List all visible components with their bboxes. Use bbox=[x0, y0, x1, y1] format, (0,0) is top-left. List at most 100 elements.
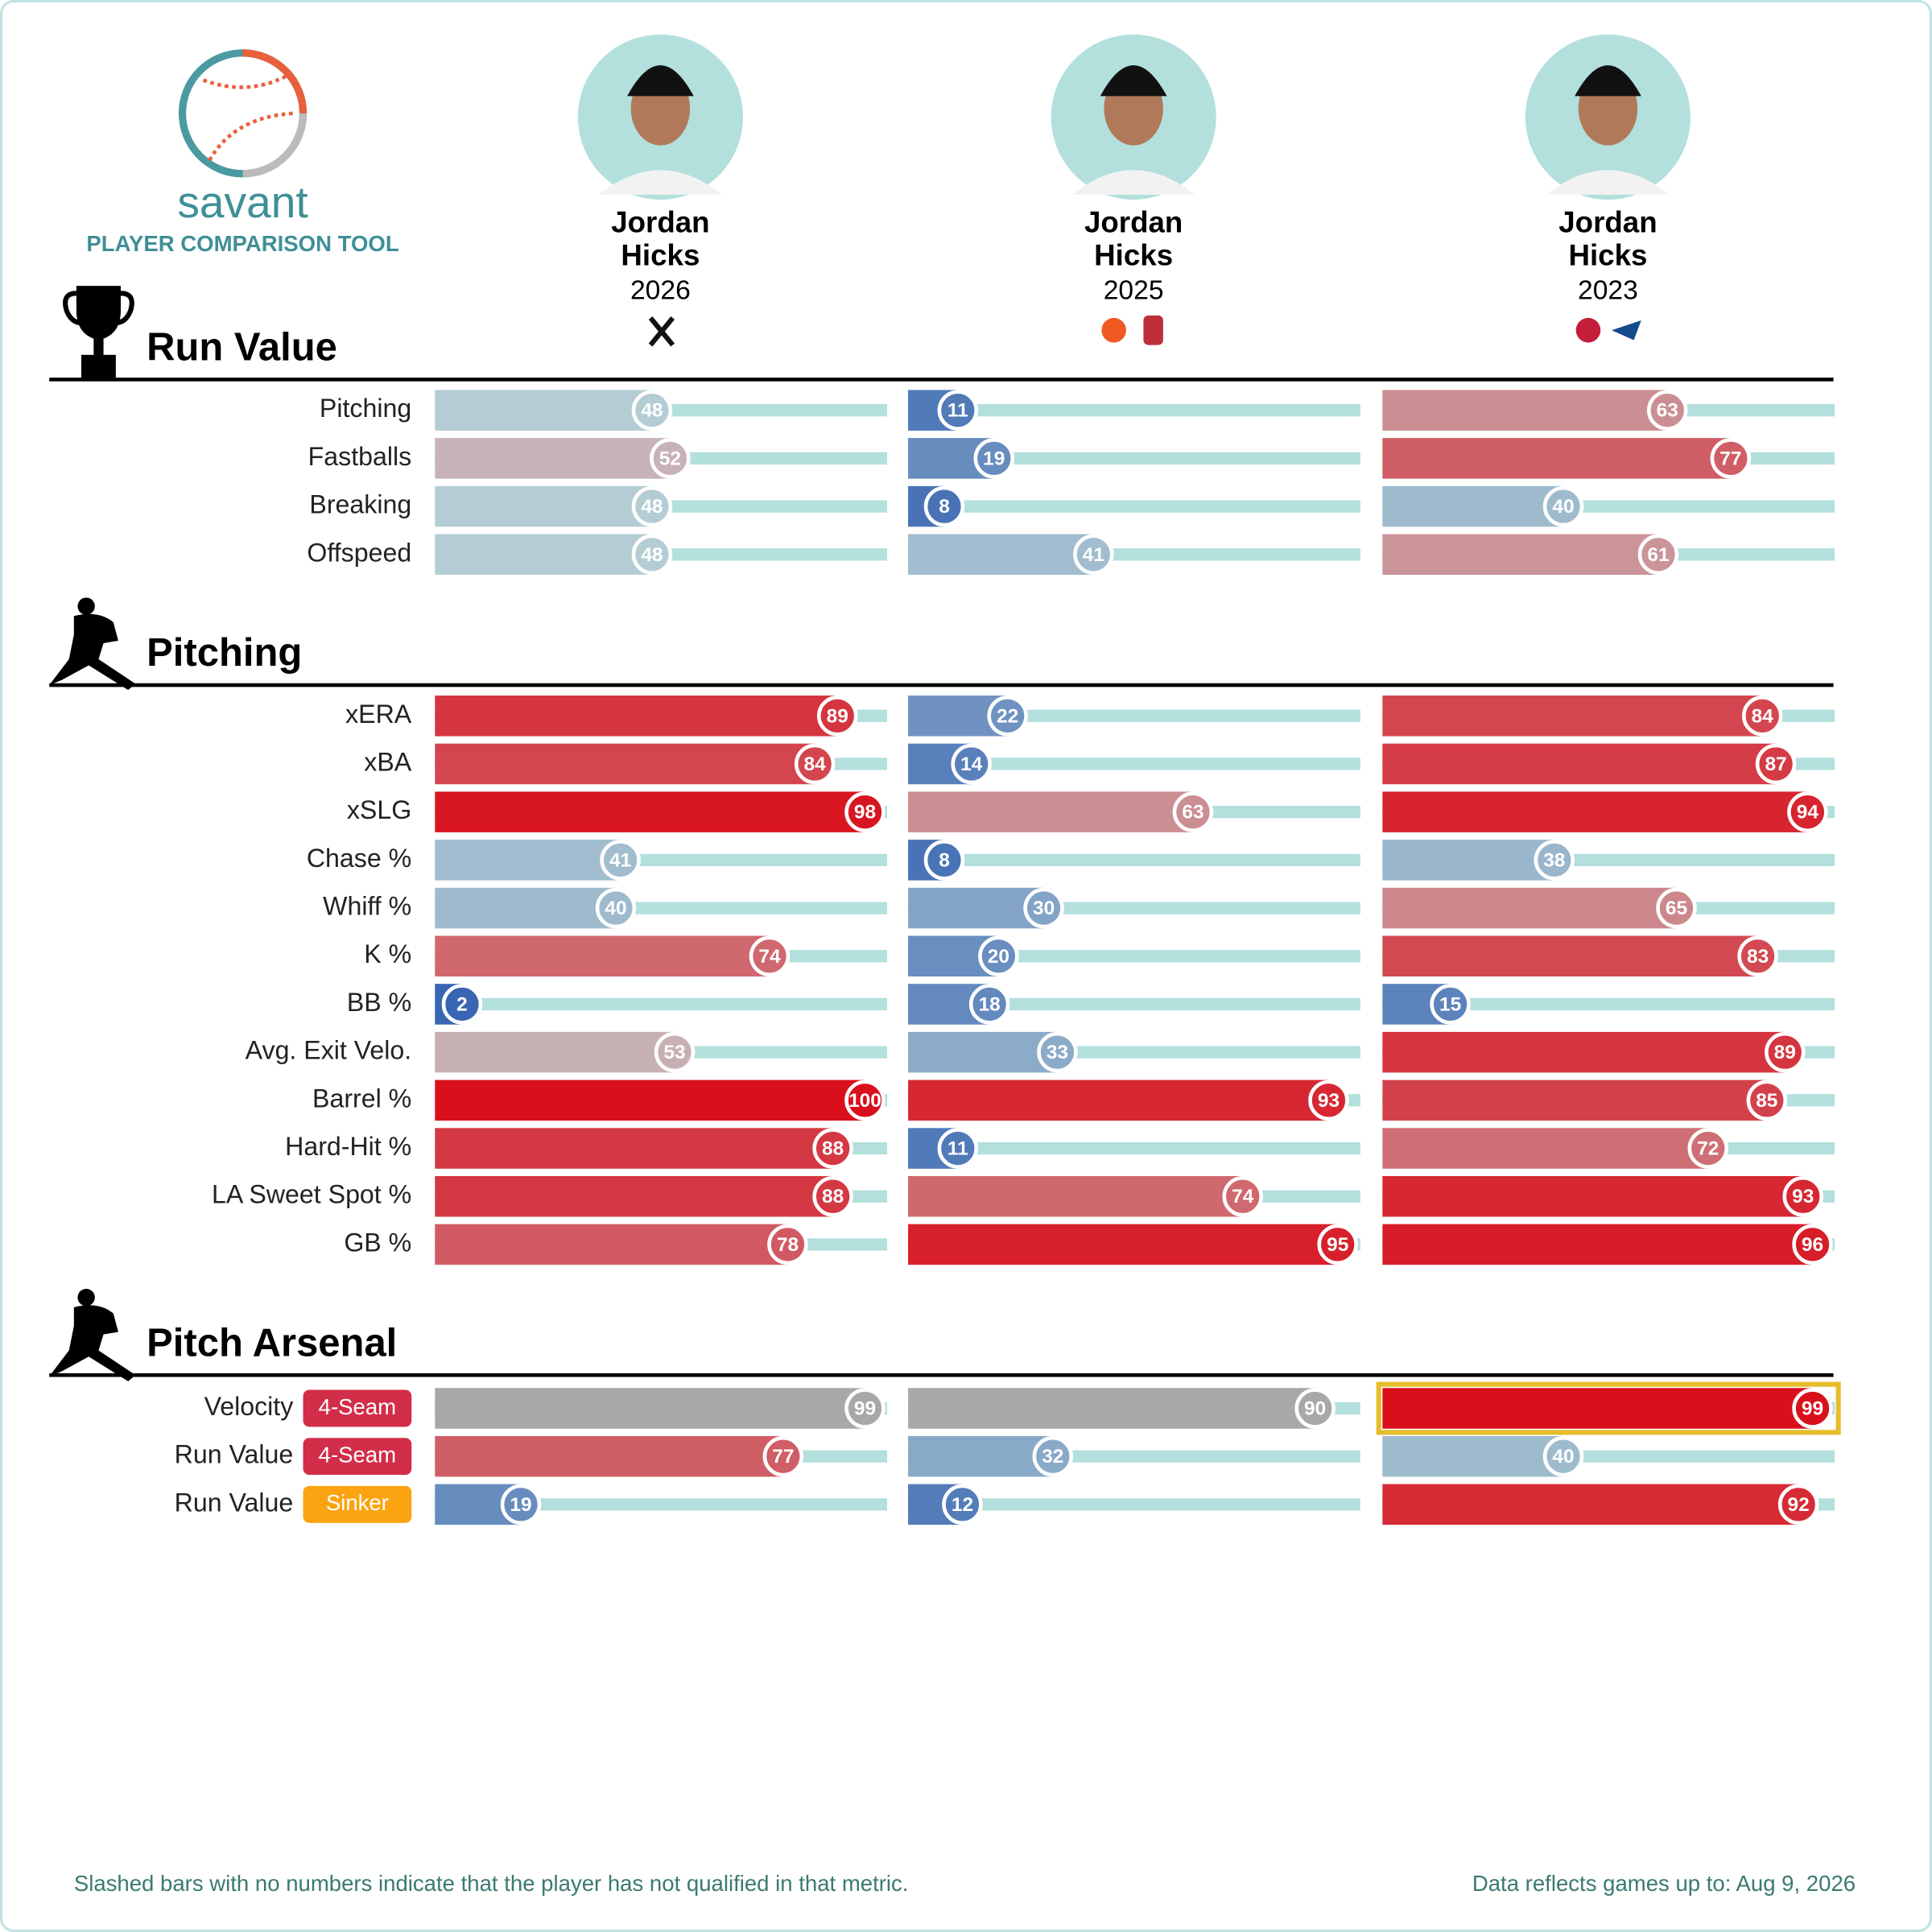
percentile-label: 65 bbox=[1666, 898, 1687, 919]
percentile-label: 52 bbox=[659, 448, 681, 469]
row-label: Run Value bbox=[175, 1440, 294, 1469]
percentile-dot bbox=[812, 1175, 853, 1217]
percentile-dot bbox=[1073, 534, 1114, 576]
percentile-label: 33 bbox=[1046, 1042, 1068, 1063]
percentile-label: 11 bbox=[947, 1138, 968, 1160]
percentile-label: 11 bbox=[947, 400, 968, 422]
bar-track bbox=[908, 1498, 1360, 1511]
percentile-bar bbox=[1382, 438, 1731, 479]
percentile-label: 63 bbox=[1657, 400, 1678, 422]
percentile-bar bbox=[1382, 1388, 1813, 1429]
percentile-dot bbox=[595, 887, 637, 929]
percentile-bar bbox=[435, 485, 652, 527]
percentile-label: 53 bbox=[663, 1042, 685, 1063]
percentile-label: 85 bbox=[1756, 1090, 1777, 1112]
section-title: Pitching bbox=[147, 631, 302, 675]
row-label: Run Value bbox=[175, 1488, 294, 1517]
percentile-dot bbox=[1308, 1080, 1349, 1121]
percentile-dot bbox=[937, 1128, 979, 1169]
brand: savant bbox=[177, 177, 308, 227]
percentile-label: 94 bbox=[1797, 802, 1819, 824]
section-title: Pitch Arsenal bbox=[147, 1321, 397, 1364]
percentile-dot bbox=[1656, 887, 1697, 929]
row-label: Whiff % bbox=[323, 892, 411, 921]
player-year: 2026 bbox=[630, 276, 691, 306]
team-logo bbox=[648, 316, 675, 347]
bar-track bbox=[908, 997, 1360, 1011]
headshot-cap bbox=[1575, 65, 1641, 97]
percentile-dot bbox=[937, 390, 979, 431]
percentile-dot bbox=[1222, 1175, 1264, 1217]
percentile-label: 40 bbox=[605, 898, 626, 919]
section-title: Run Value bbox=[147, 326, 337, 369]
percentile-dot bbox=[631, 534, 673, 576]
percentile-bar bbox=[1382, 1080, 1767, 1121]
percentile-dot bbox=[1534, 840, 1575, 881]
percentile-dot bbox=[441, 984, 483, 1025]
percentile-dot bbox=[500, 1484, 542, 1525]
percentile-bar bbox=[435, 390, 652, 431]
percentile-dot bbox=[1294, 1388, 1335, 1429]
percentile-dot bbox=[1430, 984, 1471, 1025]
percentile-dot bbox=[973, 438, 1015, 479]
percentile-bar bbox=[1382, 887, 1677, 929]
percentile-label: 19 bbox=[510, 1494, 531, 1516]
percentile-label: 74 bbox=[758, 946, 781, 968]
percentile-bar bbox=[1382, 534, 1659, 576]
percentile-dot bbox=[794, 743, 836, 785]
percentile-bar bbox=[908, 1080, 1329, 1121]
percentile-label: 84 bbox=[804, 753, 827, 775]
bar-track bbox=[908, 452, 1360, 465]
percentile-label: 41 bbox=[1083, 544, 1104, 566]
percentile-dot bbox=[951, 743, 992, 785]
percentile-label: 90 bbox=[1304, 1397, 1326, 1419]
percentile-label: 41 bbox=[609, 849, 631, 871]
row-label: Avg. Exit Velo. bbox=[246, 1036, 412, 1065]
pitch-tag bbox=[303, 1485, 412, 1523]
percentile-label: 22 bbox=[997, 705, 1018, 727]
row-label: Fastballs bbox=[308, 442, 412, 471]
percentile-dot bbox=[1032, 1435, 1074, 1477]
percentile-bar bbox=[435, 438, 671, 479]
percentile-dot bbox=[1542, 1435, 1584, 1477]
pitch-tag-label: 4-Seam bbox=[319, 1394, 396, 1419]
pitcher-icon bbox=[49, 597, 136, 691]
headshot-cap bbox=[627, 65, 694, 97]
percentile-dot bbox=[1637, 534, 1679, 576]
bar-track bbox=[908, 950, 1360, 963]
percentile-label: 15 bbox=[1439, 993, 1461, 1015]
percentile-bar bbox=[1382, 935, 1758, 977]
player-year: 2023 bbox=[1578, 276, 1638, 306]
percentile-bar bbox=[908, 887, 1044, 929]
trophy-icon bbox=[63, 286, 134, 380]
bar-track bbox=[908, 1141, 1360, 1155]
percentile-label: 40 bbox=[1552, 496, 1574, 518]
percentile-bar bbox=[435, 1175, 833, 1217]
percentile-dot bbox=[1782, 1175, 1824, 1217]
row-label: Breaking bbox=[309, 490, 411, 519]
percentile-bar bbox=[1382, 696, 1763, 737]
bar-track bbox=[908, 500, 1360, 513]
percentile-bar bbox=[1382, 743, 1777, 785]
percentile-dot bbox=[923, 485, 965, 527]
percentile-label: 12 bbox=[952, 1494, 973, 1516]
percentile-dot bbox=[1687, 1128, 1729, 1169]
bar-track bbox=[435, 1498, 888, 1511]
percentile-bar bbox=[435, 1031, 675, 1073]
bar-track bbox=[908, 758, 1360, 770]
percentile-label: 74 bbox=[1232, 1186, 1254, 1208]
percentile-bar bbox=[1382, 1435, 1564, 1477]
player-first: Jordan bbox=[1558, 205, 1657, 238]
percentile-label: 88 bbox=[822, 1138, 844, 1160]
percentile-dot bbox=[1765, 1031, 1806, 1073]
row-label: Chase % bbox=[307, 844, 411, 873]
percentile-dot bbox=[968, 984, 1010, 1025]
percentile-bar bbox=[1382, 1484, 1799, 1525]
row-label: xSLG bbox=[347, 795, 411, 824]
row-label: Barrel % bbox=[312, 1084, 411, 1113]
percentile-dot bbox=[1746, 1080, 1788, 1121]
row-label: Offspeed bbox=[307, 538, 411, 567]
row-label: BB % bbox=[347, 988, 411, 1017]
